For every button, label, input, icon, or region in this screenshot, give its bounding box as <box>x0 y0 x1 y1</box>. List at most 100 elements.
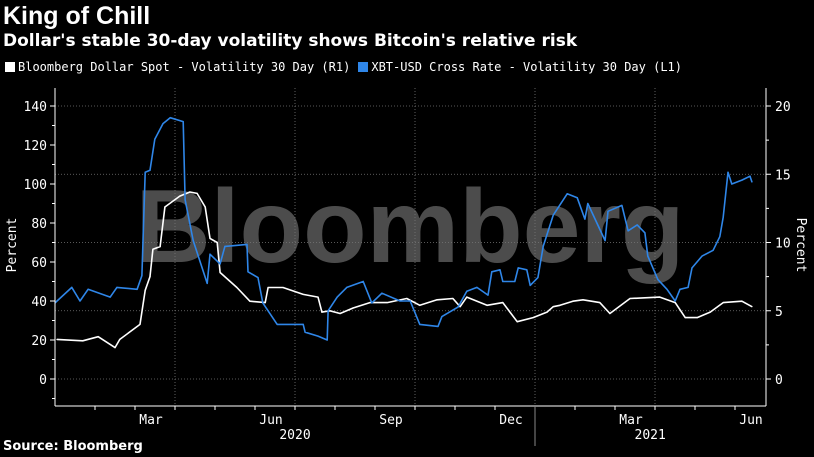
xbt-data-point <box>749 175 751 177</box>
dollar-data-point <box>219 271 221 274</box>
xbt-data-point <box>246 243 248 246</box>
dollar-data-point <box>532 316 534 319</box>
dollar-data-point <box>302 293 304 295</box>
legend: Bloomberg Dollar Spot - Volatility 30 Da… <box>5 60 682 74</box>
xbt-data-point <box>647 255 649 257</box>
dollar-data-point <box>249 300 251 302</box>
chart-title: King of Chill <box>3 2 151 30</box>
xbt-data-point <box>517 267 519 269</box>
xbt-data-point <box>687 286 689 288</box>
dollar-data-point <box>684 316 686 319</box>
xbt-data-point <box>537 277 539 279</box>
xbt-data-point <box>362 280 364 283</box>
xbt-data-point <box>192 239 194 242</box>
dollar-data-point <box>339 312 341 315</box>
dollar-data-point <box>599 301 601 304</box>
xbt-data-point <box>419 323 421 325</box>
xbt-data-point <box>346 286 348 288</box>
xbt-data-point <box>87 288 89 290</box>
xbt-data-point <box>566 193 568 195</box>
chart-subtitle: Dollar's stable 30-day volatility shows … <box>3 31 578 51</box>
xbt-data-point <box>607 210 609 212</box>
dollar-data-point <box>282 286 284 289</box>
dollar-data-point <box>609 312 611 315</box>
xbt-data-point <box>487 294 489 296</box>
xbt-data-point <box>209 253 211 255</box>
dollar-data-point <box>321 311 323 313</box>
xbt-data-point <box>162 122 164 125</box>
dollar-data-point <box>139 323 141 325</box>
xbt-data-point <box>154 138 156 140</box>
legend-label-dollar: Bloomberg Dollar Spot - Volatility 30 Da… <box>18 60 351 74</box>
legend-item-dollar: Bloomberg Dollar Spot - Volatility 30 Da… <box>5 60 350 74</box>
left-tick-label: 140 <box>24 100 47 115</box>
xbt-data-point <box>741 179 743 181</box>
dollar-data-point <box>82 340 84 342</box>
xbt-data-point <box>457 306 459 308</box>
xbt-data-point <box>587 202 589 205</box>
right-tick-label: 10 <box>775 237 791 252</box>
xbt-data-point <box>144 171 146 173</box>
left-tick-label: 40 <box>31 295 47 310</box>
legend-swatch-xbt <box>358 62 369 72</box>
xbt-data-point <box>336 296 338 298</box>
xbt-data-point <box>621 204 623 207</box>
xbt-data-point <box>731 183 733 185</box>
xbt-data-point <box>727 171 729 173</box>
xbt-data-point <box>712 249 714 251</box>
right-tick-label: 20 <box>775 100 791 115</box>
xbt-data-point <box>169 117 171 119</box>
xbt-data-point <box>302 323 304 325</box>
xbt-data-point <box>262 302 264 304</box>
dollar-data-point <box>741 300 743 302</box>
xbt-data-point <box>79 300 81 302</box>
dollar-data-point <box>189 191 191 193</box>
dollar-data-point <box>369 301 371 304</box>
xbt-data-point <box>116 286 118 288</box>
dollar-data-point <box>114 347 116 349</box>
xbt-data-point <box>257 277 259 279</box>
dollar-data-point <box>419 304 421 306</box>
dollar-data-point <box>144 289 146 291</box>
dollar-data-point <box>317 296 319 298</box>
year-label: 2020 <box>279 428 310 443</box>
xbt-data-point <box>491 271 493 273</box>
xbt-data-point <box>224 245 226 247</box>
xbt-data-point <box>276 323 278 325</box>
dollar-data-point <box>267 286 269 289</box>
xbt-data-point <box>691 267 693 269</box>
dollar-data-point <box>552 306 554 308</box>
xbt-data-point <box>441 316 443 318</box>
xbt-data-point <box>529 284 531 286</box>
dollar-data-point <box>119 338 121 341</box>
year-label: 2021 <box>635 428 666 443</box>
xbt-data-point <box>636 224 638 226</box>
dollar-data-point <box>659 296 661 298</box>
dollar-data-point <box>459 306 461 308</box>
dollar-data-point <box>236 286 238 289</box>
xbt-data-point <box>184 199 186 201</box>
xbt-data-point <box>576 197 578 199</box>
dollar-data-point <box>406 297 408 300</box>
dollar-data-point <box>97 336 99 338</box>
dollar-data-point <box>149 276 151 278</box>
right-axis-label: Percent <box>793 218 808 273</box>
xbt-data-point <box>466 290 468 292</box>
x-tick-label: Mar <box>619 413 643 428</box>
legend-item-xbt: XBT-USD Cross Rate - Volatility 30 Day (… <box>358 60 682 74</box>
xbt-data-point <box>182 121 184 123</box>
xbt-data-point <box>499 269 501 271</box>
dollar-data-point <box>386 301 388 304</box>
dollar-data-point <box>696 316 698 319</box>
right-tick-label: 15 <box>775 168 791 183</box>
xbt-volatility-line <box>54 116 753 341</box>
dollar-data-point <box>629 297 631 300</box>
dollar-data-point <box>216 241 218 244</box>
x-tick-label: Jun <box>259 413 282 428</box>
dollar-data-point <box>264 301 266 304</box>
dollar-data-point <box>436 299 438 301</box>
dollar-data-point <box>159 245 161 248</box>
xbt-data-point <box>679 288 681 290</box>
dollar-data-point <box>722 301 724 304</box>
